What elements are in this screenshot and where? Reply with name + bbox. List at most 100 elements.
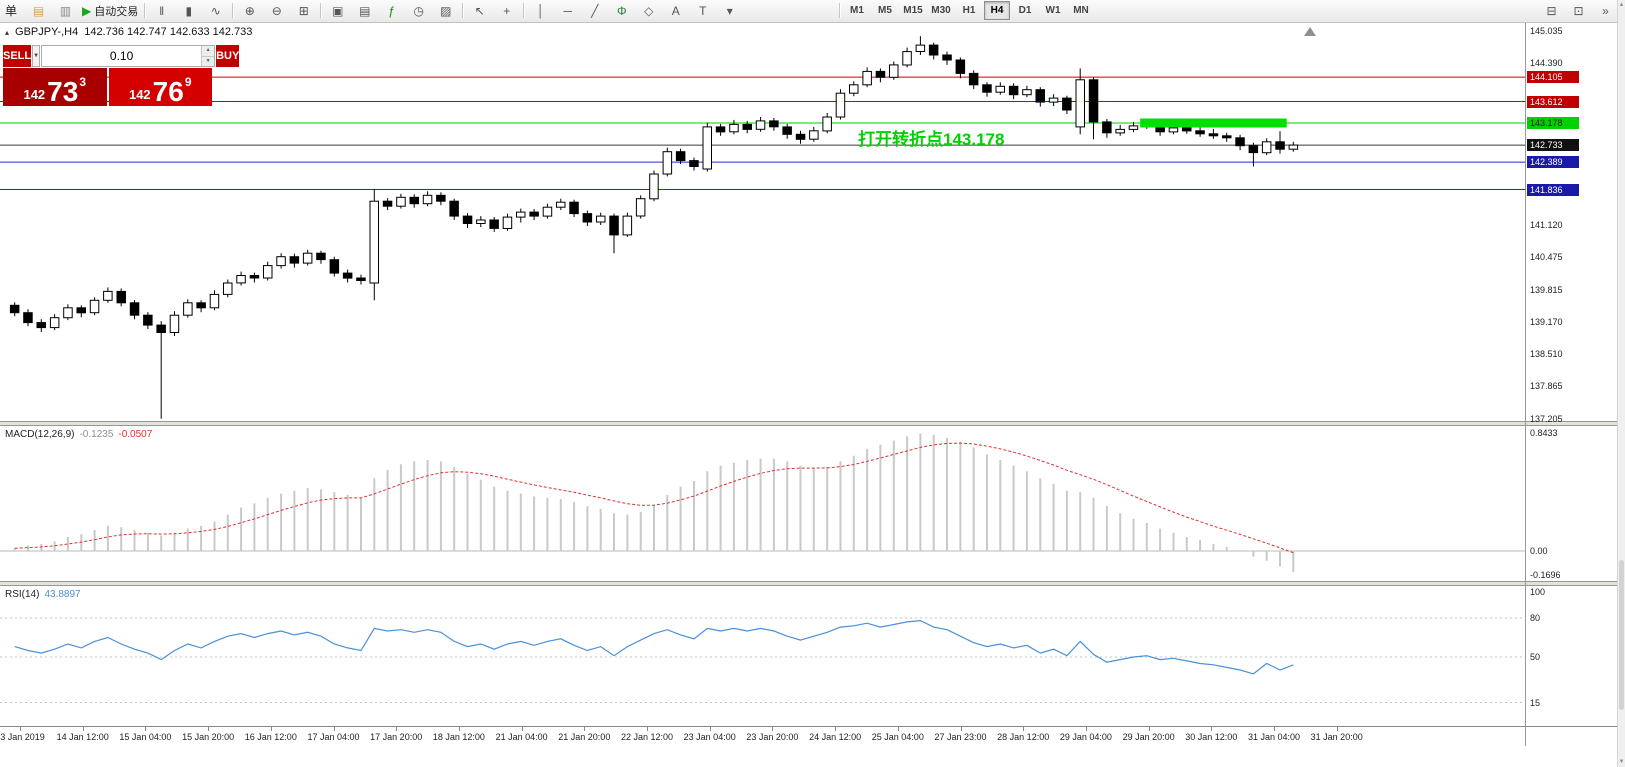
macd-axis-tick: 0.8433 — [1530, 428, 1558, 438]
buy-price-display[interactable]: 142 76 9 — [108, 68, 212, 107]
time-axis-label: 23 Jan 20:00 — [746, 732, 799, 742]
price-level-label: 142.733 — [1527, 139, 1579, 152]
candlestick-chart-icon[interactable]: ▮ — [175, 0, 202, 21]
new-order-icon: ▤ — [32, 3, 45, 18]
bar-chart-icon[interactable]: ‖ — [148, 0, 175, 21]
sell-price-display[interactable]: 142 73 3 — [3, 68, 107, 106]
time-axis-label: 29 Jan 20:00 — [1122, 732, 1175, 742]
time-axis-tick — [1274, 727, 1275, 731]
profiles-icon[interactable]: ▥ — [52, 0, 79, 21]
toolbar-separator — [523, 3, 525, 18]
scrollbar-thumb[interactable] — [1619, 560, 1624, 710]
time-axis-tick — [145, 727, 147, 731]
timeframe-button-m15[interactable]: M15 — [903, 5, 923, 16]
trendline-icon: ╱ — [591, 3, 599, 18]
fibonacci-icon[interactable]: Φ — [608, 0, 635, 21]
timeframe-button-h4[interactable]: H4 — [984, 1, 1010, 20]
panel-splitter[interactable] — [0, 581, 1617, 586]
price-chart-canvas[interactable] — [0, 22, 1525, 421]
period-icon[interactable]: ◷ — [405, 0, 432, 21]
scroll-down-icon[interactable]: ▼ — [1618, 759, 1625, 765]
chart-annotation[interactable]: 打开转折点143.178 — [858, 130, 1005, 149]
time-axis-label: 21 Jan 04:00 — [495, 732, 548, 742]
text-icon: A — [671, 3, 680, 18]
time-axis-tick — [647, 727, 648, 731]
time-axis-label: 25 Jan 04:00 — [871, 732, 924, 742]
rsi-axis-tick: 80 — [1530, 613, 1541, 623]
volume-increase-button[interactable]: ▲ — [202, 46, 215, 57]
time-axis-tick — [20, 727, 21, 731]
timeframe-button-m5[interactable]: M5 — [878, 5, 892, 16]
timeframe-button-w1[interactable]: W1 — [1045, 5, 1061, 16]
toolbar-separator — [144, 3, 146, 18]
indicators-icon[interactable]: ƒ — [378, 0, 405, 21]
time-axis-label: 23 Jan 04:00 — [683, 732, 736, 742]
timeframe-button-m30[interactable]: M30 — [931, 5, 951, 16]
time-axis-tick — [1211, 727, 1213, 731]
vertical-scrollbar[interactable]: ▲ ▼ — [1617, 0, 1625, 767]
price-axis-tick: 139.170 — [1530, 316, 1563, 327]
toolbar-overflow-icon[interactable]: » — [1592, 0, 1619, 21]
time-axis-label: 21 Jan 20:00 — [558, 732, 611, 742]
price-axis-tick: 137.205 — [1530, 414, 1563, 424]
time-axis[interactable]: 13 Jan 2019 14 Jan 12:00 15 Jan 04:00 15 Ja… — [0, 726, 1617, 746]
sell-button[interactable]: SELL — [3, 45, 32, 67]
scroll-up-icon[interactable]: ▲ — [1618, 2, 1625, 8]
new-order-icon[interactable]: ▤ — [25, 0, 52, 21]
horizontal-line-icon: ─ — [563, 3, 572, 18]
time-axis-tick — [1336, 727, 1338, 731]
shapes-icon[interactable]: ◇ — [635, 0, 662, 21]
time-axis-tick — [835, 727, 837, 731]
label-icon[interactable]: T — [689, 0, 716, 21]
macd-canvas[interactable] — [0, 426, 1525, 581]
text-icon[interactable]: A — [662, 0, 689, 21]
print-preview-icon[interactable]: ⊡ — [1565, 0, 1592, 21]
time-axis-label: 17 Jan 20:00 — [370, 732, 423, 742]
track-chart-icon[interactable]: ▤ — [351, 0, 378, 21]
buy-price-main: 76 — [152, 75, 184, 107]
chart-symbol: GBPJPY-,H4 — [15, 26, 79, 38]
time-axis-label: 16 Jan 12:00 — [244, 732, 297, 742]
horizontal-line-icon[interactable]: ─ — [554, 0, 581, 21]
toolbar-separator — [839, 3, 840, 18]
zoom-out-icon[interactable]: ⊖ — [263, 0, 290, 21]
buy-button[interactable]: BUY — [216, 45, 240, 67]
auto-arrange-icon: ▣ — [332, 3, 344, 18]
timeframe-button-d1[interactable]: D1 — [1018, 5, 1032, 16]
time-axis-tick — [208, 727, 210, 731]
zoom-in-icon[interactable]: ⊕ — [236, 0, 263, 21]
vertical-line-icon[interactable]: │ — [527, 0, 554, 21]
volume-input[interactable] — [42, 46, 202, 66]
more-tools-icon[interactable]: ▾ — [716, 0, 743, 21]
panel-splitter[interactable] — [0, 421, 1617, 426]
auto-arrange-icon[interactable]: ▣ — [324, 0, 351, 21]
tile-windows-icon[interactable]: ⊞ — [290, 0, 317, 21]
trendline-icon[interactable]: ╱ — [581, 0, 608, 21]
rsi-header: RSI(14) 43.8897 — [5, 589, 81, 600]
autotrading-button[interactable]: ▶ 自动交易 — [79, 0, 141, 21]
toolbar-separator — [320, 3, 322, 18]
print-icon[interactable]: ⊟ — [1538, 0, 1565, 21]
volume-decrease-button[interactable]: ▼ — [202, 56, 215, 66]
timeframe-button-h1[interactable]: H1 — [962, 5, 976, 16]
crosshair-icon[interactable]: + — [493, 0, 520, 21]
price-level-label: 144.105 — [1527, 71, 1579, 84]
macd-axis-tick: 0.00 — [1530, 546, 1548, 556]
time-axis-tick — [1085, 727, 1087, 731]
autotrading-button-label: 自动交易 — [94, 5, 139, 18]
volume-dropdown-button[interactable]: ▼ — [32, 45, 41, 67]
rsi-value: 43.8897 — [44, 589, 81, 600]
timeframe-button-m1[interactable]: M1 — [850, 5, 864, 16]
cursor-icon[interactable]: ↖ — [466, 0, 493, 21]
time-axis-tick — [270, 727, 272, 731]
rsi-axis-tick: 100 — [1530, 587, 1546, 597]
line-chart-icon[interactable]: ∿ — [202, 0, 229, 21]
autotrading-button: ▶ — [82, 3, 92, 18]
price-level-label: 141.836 — [1527, 183, 1579, 196]
macd-value-signal: -0.0507 — [118, 429, 153, 440]
templates-icon[interactable]: ▨ — [432, 0, 459, 21]
rsi-canvas[interactable] — [0, 586, 1525, 726]
timeframe-button-mn[interactable]: MN — [1073, 5, 1089, 16]
price-axis[interactable]: 145.035 144.390 141.120 140.475 139.815 139.1… — [1525, 22, 1617, 746]
menu-text[interactable]: 单 — [5, 4, 18, 18]
